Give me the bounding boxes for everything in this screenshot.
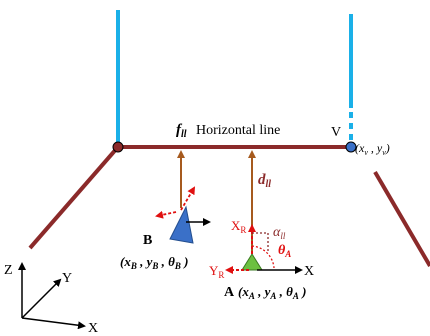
d-label: dll bbox=[258, 172, 271, 190]
axis-y-label: Y bbox=[62, 271, 72, 286]
yr-label: YR bbox=[209, 263, 224, 280]
robot-a-label: A bbox=[224, 285, 235, 300]
robot-b-pose-label: (xB , yB , θB ) bbox=[120, 254, 189, 271]
f-label: fll bbox=[176, 122, 187, 140]
xr-label: XR bbox=[231, 218, 246, 235]
theta-a-label: θA bbox=[278, 243, 291, 259]
left-wall-line bbox=[28, 145, 120, 250]
horizontal-line-label: Horizontal line bbox=[196, 123, 280, 138]
right-wall-line bbox=[373, 170, 430, 268]
robot-a-pose-label: (xA , yA , θA ) bbox=[238, 284, 307, 301]
robot-b-lateral-arrow bbox=[155, 210, 177, 219]
robot-b-label: B bbox=[143, 233, 152, 248]
robot-b-heading-arrow bbox=[180, 186, 196, 211]
global-y-axis bbox=[21, 278, 62, 319]
robot-a-x-label: X bbox=[304, 264, 314, 279]
robot-a-icon bbox=[241, 253, 263, 271]
vertex-label: V bbox=[331, 125, 341, 140]
vertex-point bbox=[345, 141, 357, 153]
theta-a-angle-arc bbox=[251, 245, 275, 269]
axis-z-label: Z bbox=[4, 263, 13, 278]
vertex-coords-label: (xv , yv) bbox=[355, 141, 390, 157]
robot-b-icon bbox=[169, 205, 194, 244]
left-corner-point bbox=[112, 141, 124, 153]
alpha-label: αll bbox=[273, 225, 286, 241]
global-x-axis bbox=[21, 317, 86, 330]
axis-x-label: X bbox=[88, 321, 98, 336]
alpha-angle-bracket bbox=[252, 232, 269, 252]
